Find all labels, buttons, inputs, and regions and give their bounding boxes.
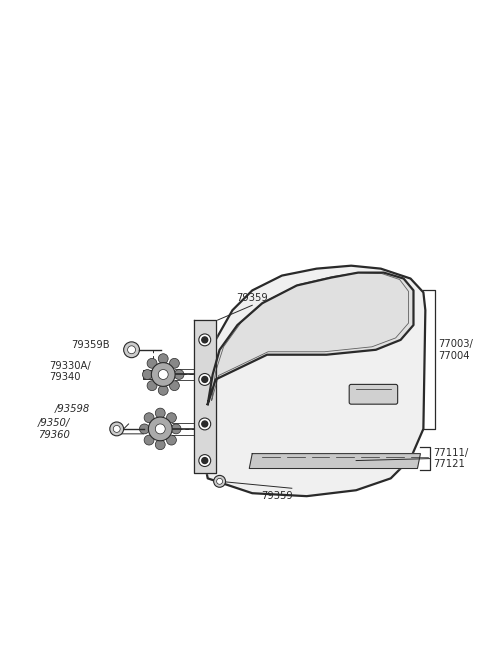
Text: 79359B: 79359B bbox=[71, 340, 110, 350]
Circle shape bbox=[171, 424, 181, 434]
Circle shape bbox=[199, 334, 211, 346]
Circle shape bbox=[147, 358, 157, 369]
Circle shape bbox=[158, 369, 168, 380]
Text: /9350/
79360: /9350/ 79360 bbox=[37, 418, 70, 440]
Circle shape bbox=[158, 353, 168, 363]
Circle shape bbox=[113, 426, 120, 432]
Circle shape bbox=[167, 435, 176, 445]
Text: 79359: 79359 bbox=[261, 491, 293, 501]
Text: 79359: 79359 bbox=[236, 293, 268, 304]
Circle shape bbox=[169, 381, 180, 391]
Polygon shape bbox=[194, 320, 216, 474]
Circle shape bbox=[156, 424, 165, 434]
Circle shape bbox=[110, 422, 124, 436]
Text: 77111/
77121: 77111/ 77121 bbox=[433, 448, 468, 469]
Circle shape bbox=[156, 408, 165, 418]
Circle shape bbox=[124, 342, 140, 357]
Circle shape bbox=[199, 374, 211, 386]
Circle shape bbox=[128, 346, 135, 353]
Text: 77003/
77004: 77003/ 77004 bbox=[438, 339, 473, 361]
Circle shape bbox=[167, 413, 176, 422]
Circle shape bbox=[151, 363, 175, 386]
Circle shape bbox=[140, 424, 149, 434]
Circle shape bbox=[202, 337, 208, 343]
Circle shape bbox=[147, 381, 157, 391]
Polygon shape bbox=[196, 265, 425, 496]
Circle shape bbox=[202, 376, 208, 382]
Polygon shape bbox=[208, 273, 413, 404]
Circle shape bbox=[199, 455, 211, 466]
Circle shape bbox=[214, 476, 226, 487]
Text: /93598: /93598 bbox=[54, 404, 90, 414]
Circle shape bbox=[216, 478, 223, 484]
Circle shape bbox=[148, 417, 172, 441]
Circle shape bbox=[158, 386, 168, 396]
Circle shape bbox=[144, 435, 154, 445]
Circle shape bbox=[143, 369, 152, 380]
Circle shape bbox=[202, 457, 208, 464]
Polygon shape bbox=[249, 453, 420, 468]
FancyBboxPatch shape bbox=[349, 384, 397, 404]
Circle shape bbox=[169, 358, 180, 369]
Circle shape bbox=[199, 418, 211, 430]
Circle shape bbox=[202, 421, 208, 427]
Text: 79330A/
79340: 79330A/ 79340 bbox=[49, 361, 91, 382]
Circle shape bbox=[174, 369, 184, 380]
Circle shape bbox=[144, 413, 154, 422]
Circle shape bbox=[156, 440, 165, 449]
